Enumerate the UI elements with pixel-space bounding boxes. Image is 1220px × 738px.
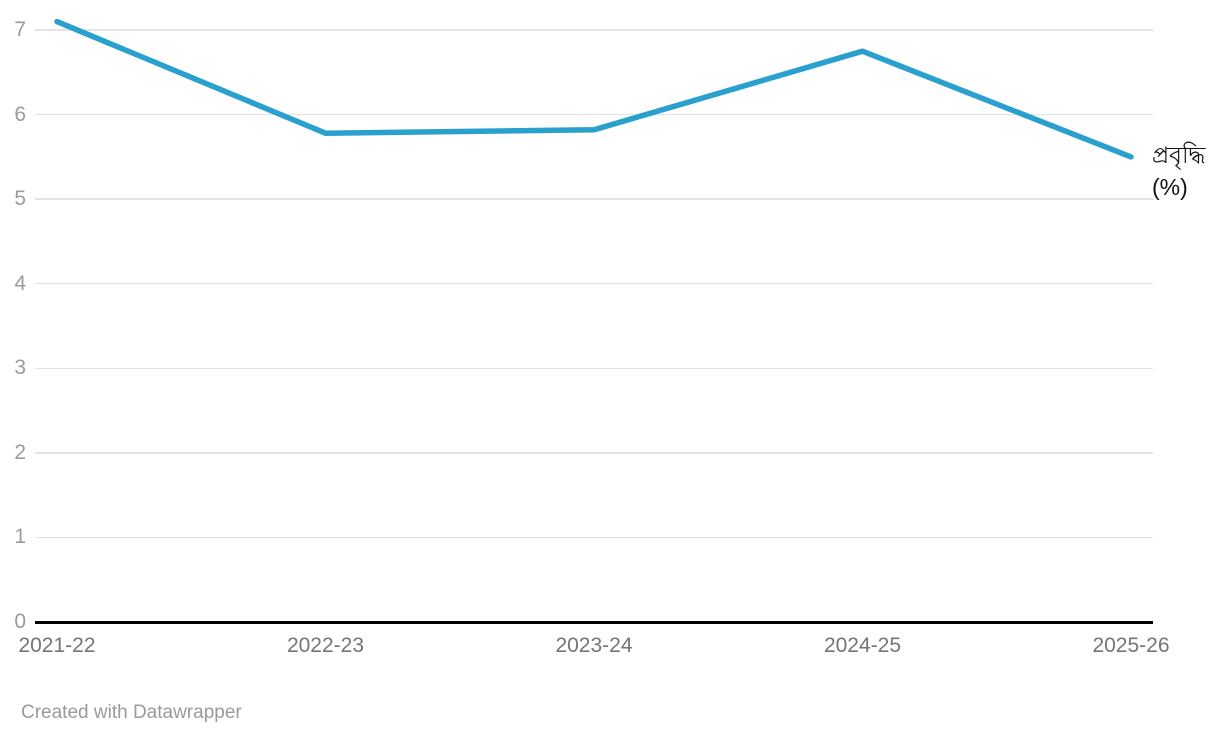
gridline-y-2 [35,452,1153,454]
y-tick-label: 0 [14,610,26,633]
gridline-y-1 [35,536,1153,539]
series-label-line1: প্রবৃদ্ধি [1152,142,1206,168]
data-line-series [54,18,1134,160]
gridline-y-5 [35,198,1153,200]
gridline-y-3 [35,367,1153,370]
gridline-y-6 [35,113,1153,116]
x-axis-baseline [35,620,1153,624]
x-tick-label: 2025-26 [1092,634,1170,657]
x-tick-label: 2023-24 [555,634,633,657]
series-label: প্রবৃদ্ধি (%) [1152,139,1205,203]
y-tick-label: 6 [14,102,26,126]
y-tick-label: 2 [14,440,26,464]
x-tick-label: 2021-22 [18,634,96,657]
y-tick-label: 1 [14,525,26,549]
attribution-text: Created with Datawrapper [21,702,242,723]
y-tick-label: 4 [14,271,26,295]
x-tick-label: 2022-23 [286,634,365,657]
y-tick-label: 5 [14,187,26,211]
gridline-y-4 [35,282,1153,285]
y-tick-label: 3 [14,356,26,380]
gridline-y-7 [35,29,1153,31]
y-tick-label: 7 [14,18,26,41]
series-label-line2: (%) [1152,174,1188,200]
x-tick-label: 2024-25 [823,634,902,657]
